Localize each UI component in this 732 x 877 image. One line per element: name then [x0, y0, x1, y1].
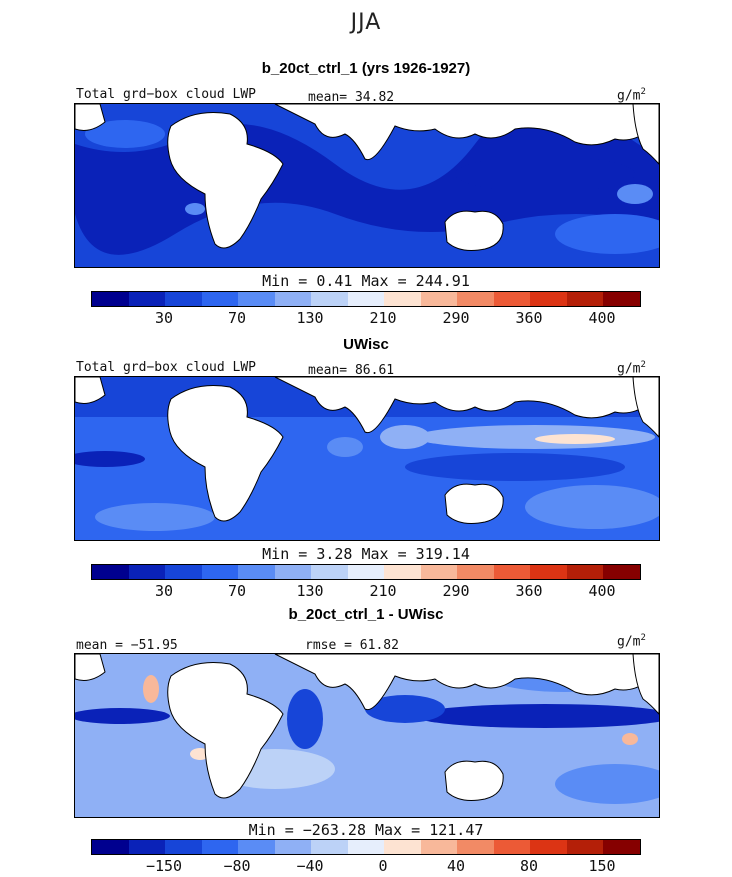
colorbar-swatch: [165, 292, 202, 306]
colorbar-tick-label: 30: [154, 582, 174, 600]
colorbar-swatch: [603, 840, 640, 854]
colorbar-swatch: [493, 840, 531, 854]
colorbar-swatch: [384, 565, 421, 579]
colorbar-swatch: [566, 840, 604, 854]
panel-1-mean: mean= 34.82: [308, 90, 395, 105]
colorbar-swatch: [201, 840, 239, 854]
panel-1-minmax: Min = 0.41 Max = 244.91: [262, 272, 470, 290]
colorbar-swatch: [92, 292, 129, 306]
colorbar-swatch: [530, 292, 567, 306]
panel-2-field-label: Total grd−box cloud LWP: [76, 360, 257, 375]
colorbar-swatch: [347, 565, 385, 579]
panel-1-map: [74, 103, 660, 268]
colorbar-swatch: [457, 292, 494, 306]
colorbar-tick-label: 360: [515, 582, 543, 600]
colorbar-tick-label: 400: [588, 582, 616, 600]
colorbar-tick-label: 290: [442, 582, 470, 600]
colorbar-swatch: [347, 840, 385, 854]
colorbar-swatch: [603, 565, 640, 579]
panel-3-mean: mean = −51.95: [76, 638, 178, 653]
colorbar-swatch: [128, 292, 166, 306]
colorbar-swatch: [384, 292, 421, 306]
panel-3-title: b_20ct_ctrl_1 - UWisc: [288, 606, 444, 623]
panel-1-field-label: Total grd−box cloud LWP: [76, 87, 257, 102]
colorbar-swatch: [566, 292, 604, 306]
colorbar-tick-label: 80: [519, 857, 539, 875]
panel-3-units: g/m2: [617, 633, 646, 650]
colorbar-swatch: [274, 840, 312, 854]
colorbar-swatch: [566, 565, 604, 579]
colorbar-swatch: [238, 292, 275, 306]
colorbar-swatch: [92, 840, 129, 854]
colorbar-tick-label: 210: [369, 309, 397, 327]
panel-2-minmax: Min = 3.28 Max = 319.14: [262, 545, 470, 563]
panel-1-colorbar-ticks: 30 70 130 210 290 360 400: [91, 309, 639, 327]
colorbar-tick-label: 360: [515, 309, 543, 327]
panel-2-title: UWisc: [343, 336, 389, 353]
colorbar-tick-label: −150: [145, 857, 183, 875]
panel-2-colorbar: [91, 564, 641, 580]
season-title: JJA: [350, 10, 382, 35]
panel-2-map: [74, 376, 660, 541]
colorbar-swatch: [420, 565, 458, 579]
colorbar-tick-label: 210: [369, 582, 397, 600]
panel-2-colorbar-ticks: 30 70 130 210 290 360 400: [91, 582, 639, 600]
colorbar-tick-label: −40: [296, 857, 324, 875]
panel-3-map: [74, 653, 660, 818]
colorbar-swatch: [493, 565, 531, 579]
panel-3-minmax: Min = −263.28 Max = 121.47: [248, 821, 484, 839]
panel-3-colorbar-ticks: −150 −80 −40 0 40 80 150: [91, 857, 639, 875]
colorbar-swatch: [238, 565, 275, 579]
colorbar-swatch: [201, 565, 239, 579]
colorbar-swatch: [128, 565, 166, 579]
colorbar-swatch: [201, 292, 239, 306]
colorbar-tick-label: 30: [154, 309, 174, 327]
colorbar-tick-label: 130: [296, 309, 324, 327]
colorbar-swatch: [603, 292, 640, 306]
colorbar-swatch: [384, 840, 421, 854]
colorbar-swatch: [311, 292, 348, 306]
colorbar-tick-label: 0: [378, 857, 388, 875]
colorbar-tick-label: 400: [588, 309, 616, 327]
colorbar-swatch: [420, 840, 458, 854]
panel-2-units: g/m2: [617, 360, 646, 377]
colorbar-swatch: [420, 292, 458, 306]
colorbar-swatch: [128, 840, 166, 854]
panel-3-colorbar: [91, 839, 641, 855]
colorbar-swatch: [530, 840, 567, 854]
colorbar-swatch: [311, 840, 348, 854]
colorbar-swatch: [457, 840, 494, 854]
panel-2-mean: mean= 86.61: [308, 363, 395, 378]
colorbar-swatch: [274, 292, 312, 306]
colorbar-swatch: [347, 292, 385, 306]
colorbar-tick-label: 70: [227, 582, 247, 600]
panel-1-units: g/m2: [617, 87, 646, 104]
colorbar-tick-label: 150: [588, 857, 616, 875]
colorbar-swatch: [165, 565, 202, 579]
colorbar-swatch: [311, 565, 348, 579]
colorbar-tick-label: 40: [446, 857, 466, 875]
panel-1-colorbar: [91, 291, 641, 307]
colorbar-tick-label: 130: [296, 582, 324, 600]
colorbar-swatch: [530, 565, 567, 579]
colorbar-swatch: [92, 565, 129, 579]
colorbar-tick-label: −80: [223, 857, 251, 875]
colorbar-swatch: [274, 565, 312, 579]
colorbar-swatch: [457, 565, 494, 579]
panel-3-rmse: rmse = 61.82: [305, 638, 399, 653]
panel-1-title: b_20ct_ctrl_1 (yrs 1926-1927): [261, 60, 471, 77]
colorbar-swatch: [238, 840, 275, 854]
colorbar-swatch: [165, 840, 202, 854]
colorbar-swatch: [493, 292, 531, 306]
colorbar-tick-label: 70: [227, 309, 247, 327]
colorbar-tick-label: 290: [442, 309, 470, 327]
